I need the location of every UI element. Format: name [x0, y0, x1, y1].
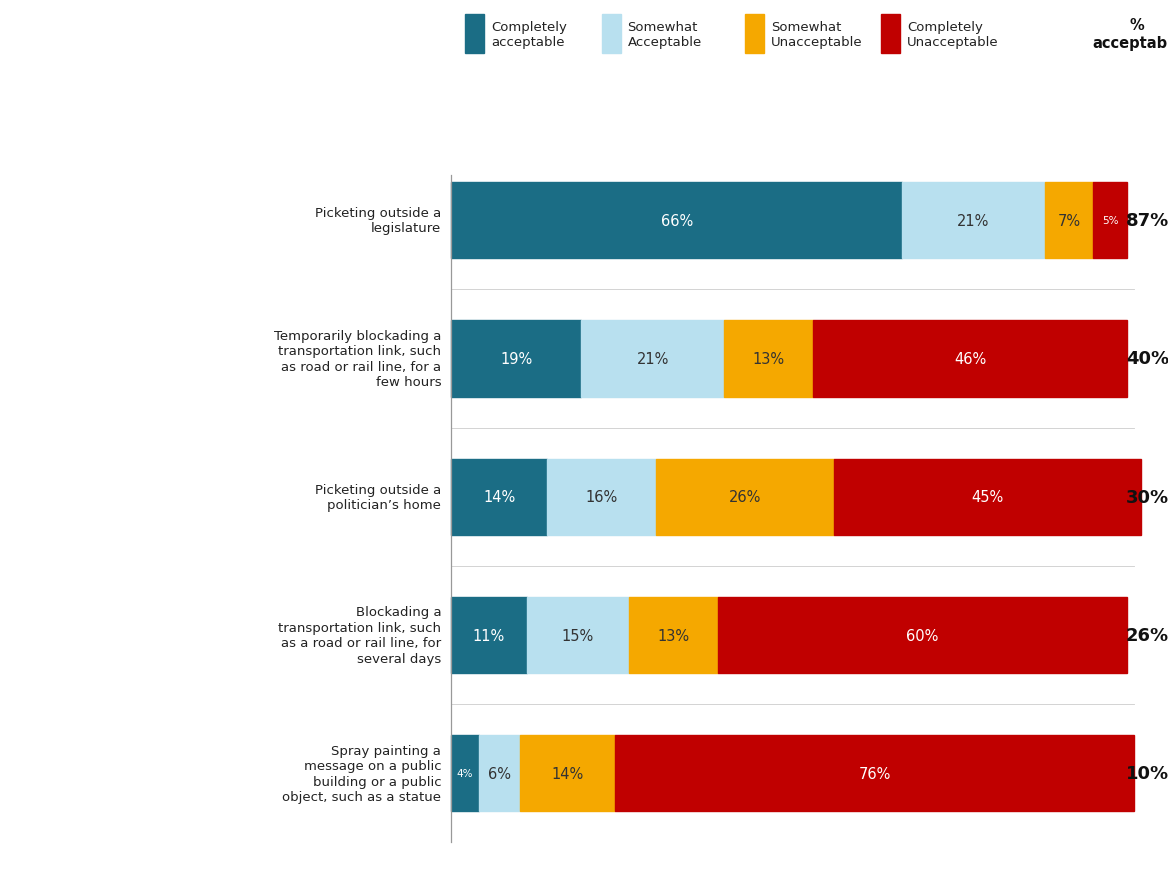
Bar — [628, 597, 717, 674]
Text: 6%: 6% — [488, 766, 510, 781]
Bar — [902, 183, 1045, 259]
Text: 16%: 16% — [585, 489, 618, 504]
Text: 13%: 13% — [752, 352, 785, 367]
Bar — [527, 597, 628, 674]
Bar — [656, 460, 834, 535]
Text: Blockading a
transportation link, such
as a road or rail line, for
several days: Blockading a transportation link, such a… — [278, 606, 442, 665]
Text: 21%: 21% — [637, 352, 669, 367]
Bar — [582, 321, 724, 397]
Text: Picketing outside a
legislature: Picketing outside a legislature — [315, 207, 442, 235]
Text: 46%: 46% — [954, 352, 986, 367]
Text: Picketing outside a
politician’s home: Picketing outside a politician’s home — [315, 483, 442, 511]
Bar — [452, 736, 479, 811]
Bar — [479, 736, 520, 811]
Text: 15%: 15% — [562, 628, 593, 643]
Text: Spray painting a
message on a public
building or a public
object, such as a stat: Spray painting a message on a public bui… — [283, 744, 442, 803]
Text: 19%: 19% — [500, 352, 533, 367]
Text: Somewhat
Unacceptable: Somewhat Unacceptable — [771, 20, 862, 48]
Text: 10%: 10% — [1126, 765, 1168, 782]
Text: 26%: 26% — [729, 489, 762, 504]
Bar — [452, 321, 582, 397]
Text: 87%: 87% — [1126, 212, 1168, 230]
Text: 5%: 5% — [1101, 216, 1118, 226]
Text: 26%: 26% — [1126, 626, 1168, 645]
Text: PR●BE RESEARCH INC.: PR●BE RESEARCH INC. — [30, 840, 199, 855]
Text: MORE THAN
ONE-HALF OF
MANITOBANS
SAY BLOCKING
ROADS, RAIL
LINES IS
UNACCEPTABLE: MORE THAN ONE-HALF OF MANITOBANS SAY BLO… — [30, 26, 220, 178]
Bar — [547, 460, 656, 535]
Text: 14%: 14% — [551, 766, 584, 781]
Bar — [834, 460, 1141, 535]
Bar — [745, 15, 764, 53]
Text: WFP1. “How acceptable to you
personally are the following acts of
public protest: WFP1. “How acceptable to you personally … — [30, 478, 245, 524]
Text: 76%: 76% — [858, 766, 891, 781]
Text: 13%: 13% — [658, 628, 689, 643]
Text: 30%: 30% — [1126, 488, 1168, 506]
Text: 66%: 66% — [661, 213, 693, 229]
Text: 14%: 14% — [484, 489, 515, 504]
Text: %
acceptable: % acceptable — [1092, 18, 1168, 51]
Text: 7%: 7% — [1057, 213, 1080, 229]
Bar — [1093, 183, 1127, 259]
Text: Somewhat
Acceptable: Somewhat Acceptable — [627, 20, 702, 48]
Text: 11%: 11% — [473, 628, 505, 643]
Text: ACCEPTANCE OF
FORMS OF PROTEST: ACCEPTANCE OF FORMS OF PROTEST — [30, 399, 213, 431]
Text: Completely
acceptable: Completely acceptable — [491, 20, 566, 48]
Bar — [1045, 183, 1093, 259]
Bar — [813, 321, 1127, 397]
Bar — [616, 736, 1134, 811]
Bar — [452, 460, 547, 535]
Text: 4%: 4% — [457, 768, 473, 779]
Text: Base: All respondents (N=1,000): Base: All respondents (N=1,000) — [30, 785, 231, 798]
Bar — [452, 183, 902, 259]
Text: 45%: 45% — [971, 489, 1003, 504]
Bar — [452, 597, 527, 674]
Bar — [724, 321, 813, 397]
Bar — [717, 597, 1127, 674]
Bar — [602, 15, 620, 53]
Text: 40%: 40% — [1126, 350, 1168, 368]
Text: Temporarily blockading a
transportation link, such
as road or rail line, for a
f: Temporarily blockading a transportation … — [273, 330, 442, 389]
Text: 21%: 21% — [958, 213, 989, 229]
Text: 60%: 60% — [906, 628, 939, 643]
Bar — [882, 15, 901, 53]
Text: Completely
Unacceptable: Completely Unacceptable — [908, 20, 999, 48]
Bar — [465, 15, 485, 53]
Bar — [520, 736, 616, 811]
